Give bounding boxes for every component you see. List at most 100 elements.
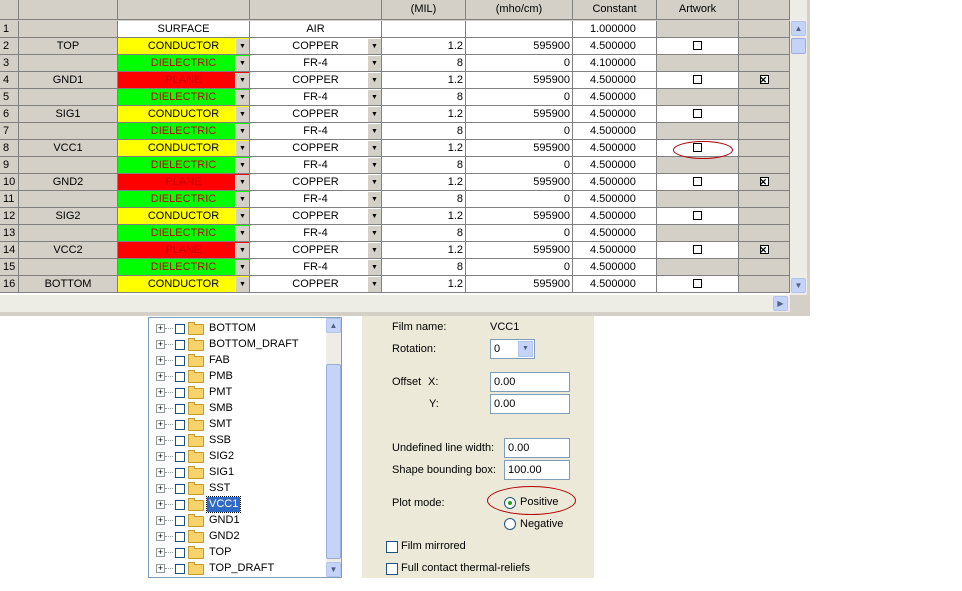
layer-type-cell[interactable]: DIELECTRIC ▼ — [118, 259, 250, 276]
tree-item[interactable]: + SMT — [149, 417, 325, 433]
dielectric-constant-cell[interactable]: 4.500000 — [573, 208, 657, 225]
expand-plus-icon[interactable]: + — [156, 563, 165, 573]
tree-item-label[interactable]: SIG2 — [209, 450, 235, 462]
chevron-down-icon[interactable]: ▼ — [367, 56, 381, 71]
rotation-select[interactable]: 0 ▼ — [490, 339, 535, 359]
chevron-down-icon[interactable]: ▼ — [235, 141, 249, 156]
layer-name-cell[interactable] — [19, 225, 118, 242]
layer-name-cell[interactable]: TOP — [19, 38, 118, 55]
tree-item-label[interactable]: GND2 — [209, 530, 240, 542]
extra-cell[interactable] — [739, 242, 790, 259]
film-artwork-cell[interactable] — [657, 191, 739, 208]
material-cell[interactable]: COPPER ▼ — [250, 276, 382, 293]
layer-name-cell[interactable]: BOTTOM — [19, 276, 118, 293]
artwork-checkbox[interactable] — [693, 244, 702, 254]
tree-item[interactable]: + SIG2 — [149, 449, 325, 465]
tree-item-checkbox[interactable] — [175, 516, 185, 526]
layer-type-cell[interactable]: DIELECTRIC ▼ — [118, 123, 250, 140]
tree-item-label[interactable]: SSB — [209, 434, 232, 446]
chevron-down-icon[interactable]: ▼ — [367, 243, 381, 258]
film-artwork-cell[interactable] — [657, 259, 739, 276]
extra-cell[interactable] — [739, 191, 790, 208]
thickness-cell[interactable]: 1.2 — [382, 276, 466, 293]
film-artwork-cell[interactable] — [657, 157, 739, 174]
layer-type-cell[interactable]: CONDUCTOR ▼ — [118, 276, 250, 293]
thickness-cell[interactable]: 1.2 — [382, 38, 466, 55]
expand-plus-icon[interactable]: + — [156, 483, 165, 493]
tree-item[interactable]: + TOP_DRAFT — [149, 561, 325, 577]
grid-vertical-scrollbar[interactable]: ▲ ▼ — [790, 0, 807, 295]
material-cell[interactable]: FR-4 ▼ — [250, 157, 382, 174]
chevron-down-icon[interactable]: ▼ — [235, 192, 249, 207]
material-cell[interactable]: FR-4 ▼ — [250, 225, 382, 242]
chevron-down-icon[interactable]: ▼ — [367, 39, 381, 54]
dielectric-constant-cell[interactable]: 4.500000 — [573, 123, 657, 140]
extra-cell[interactable] — [739, 174, 790, 191]
tree-scroll-thumb[interactable] — [326, 364, 341, 559]
conductivity-cell[interactable]: 0 — [466, 225, 573, 242]
layer-type-cell[interactable]: CONDUCTOR ▼ — [118, 140, 250, 157]
dielectric-constant-cell[interactable]: 4.100000 — [573, 55, 657, 72]
extra-cell[interactable] — [739, 157, 790, 174]
layer-name-cell[interactable] — [19, 191, 118, 208]
tree-item[interactable]: + SST — [149, 481, 325, 497]
chevron-down-icon[interactable]: ▼ — [367, 209, 381, 224]
conductivity-cell[interactable] — [466, 21, 573, 38]
dielectric-constant-cell[interactable]: 4.500000 — [573, 259, 657, 276]
film-artwork-cell[interactable] — [657, 123, 739, 140]
scroll-up-icon[interactable]: ▲ — [791, 21, 806, 36]
header-type[interactable] — [118, 0, 250, 20]
material-cell[interactable]: FR-4 ▼ — [250, 191, 382, 208]
thickness-cell[interactable]: 8 — [382, 191, 466, 208]
tree-item-label[interactable]: PMB — [209, 370, 233, 382]
plot-mode-negative-label[interactable]: Negative — [520, 518, 564, 530]
extra-cell[interactable] — [739, 72, 790, 89]
chevron-down-icon[interactable]: ▼ — [367, 158, 381, 173]
extra-cell[interactable] — [739, 21, 790, 38]
tree-item-label[interactable]: SMT — [209, 418, 233, 430]
expand-plus-icon[interactable]: + — [156, 355, 165, 365]
tree-item-label[interactable]: SIG1 — [209, 466, 235, 478]
film-mirrored-checkbox[interactable] — [386, 541, 398, 553]
expand-plus-icon[interactable]: + — [156, 531, 165, 541]
layer-name-cell[interactable]: GND2 — [19, 174, 118, 191]
header-conductivity[interactable]: (mho/cm) — [466, 0, 573, 20]
thickness-cell[interactable]: 8 — [382, 123, 466, 140]
extra-cell[interactable] — [739, 38, 790, 55]
tree-item[interactable]: + BOTTOM_DRAFT — [149, 337, 325, 353]
plot-mode-negative-radio[interactable] — [504, 518, 516, 530]
layer-type-cell[interactable]: DIELECTRIC ▼ — [118, 157, 250, 174]
scroll-right-icon[interactable]: ▶ — [773, 296, 788, 311]
conductivity-cell[interactable]: 595900 — [466, 72, 573, 89]
conductivity-cell[interactable]: 0 — [466, 123, 573, 140]
offset-y-field[interactable]: 0.00 — [490, 394, 570, 414]
tree-item-checkbox[interactable] — [175, 436, 185, 446]
dielectric-constant-cell[interactable]: 4.500000 — [573, 38, 657, 55]
extra-cell[interactable] — [739, 89, 790, 106]
conductivity-cell[interactable]: 0 — [466, 191, 573, 208]
chevron-down-icon[interactable]: ▼ — [367, 175, 381, 190]
expand-plus-icon[interactable]: + — [156, 467, 165, 477]
layer-name-cell[interactable] — [19, 259, 118, 276]
dielectric-constant-cell[interactable]: 4.500000 — [573, 89, 657, 106]
dielectric-constant-cell[interactable]: 4.500000 — [573, 157, 657, 174]
layer-name-cell[interactable] — [19, 123, 118, 140]
material-cell[interactable]: COPPER ▼ — [250, 208, 382, 225]
expand-plus-icon[interactable]: + — [156, 403, 165, 413]
header-material[interactable] — [250, 0, 382, 20]
artwork-checkbox[interactable] — [693, 108, 702, 118]
layer-name-cell[interactable]: SIG2 — [19, 208, 118, 225]
artwork-checkbox[interactable] — [693, 176, 702, 186]
conductivity-cell[interactable]: 595900 — [466, 242, 573, 259]
conductivity-cell[interactable]: 595900 — [466, 174, 573, 191]
tree-item-checkbox[interactable] — [175, 468, 185, 478]
layer-type-cell[interactable]: CONDUCTOR ▼ — [118, 208, 250, 225]
chevron-down-icon[interactable]: ▼ — [367, 107, 381, 122]
chevron-down-icon[interactable]: ▼ — [235, 73, 249, 88]
undefined-line-width-field[interactable]: 0.00 — [504, 438, 570, 458]
extra-cell[interactable] — [739, 55, 790, 72]
tree-item[interactable]: + SMB — [149, 401, 325, 417]
full-contact-thermal-reliefs-label[interactable]: Full contact thermal-reliefs — [401, 562, 530, 574]
chevron-down-icon[interactable]: ▼ — [518, 341, 533, 357]
expand-plus-icon[interactable]: + — [156, 419, 165, 429]
